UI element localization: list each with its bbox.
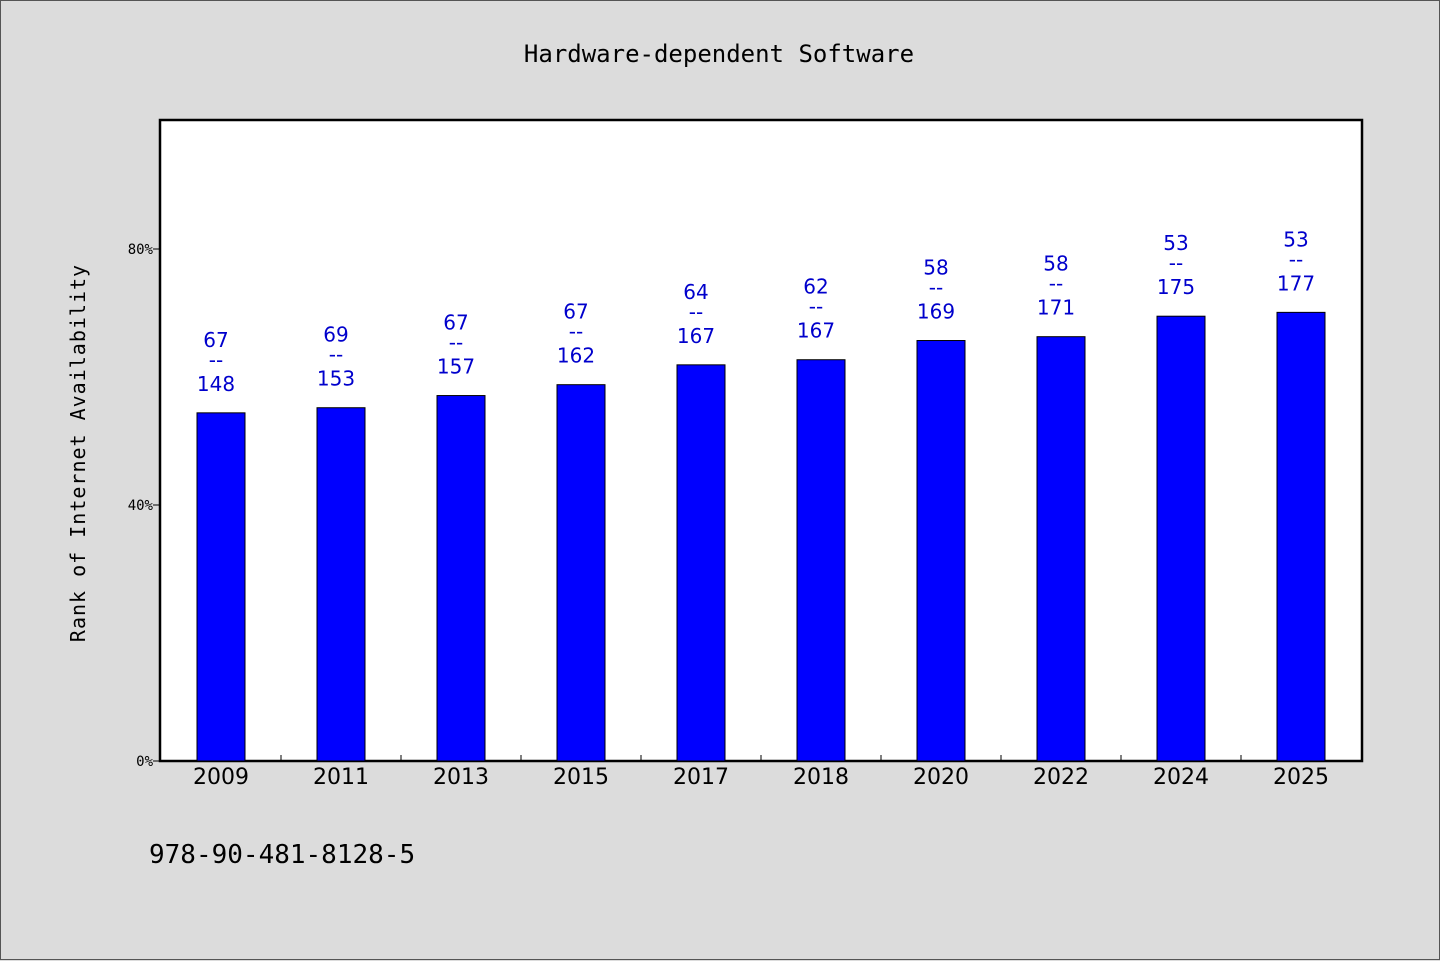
x-tick-label: 2009 bbox=[193, 765, 249, 790]
data-label-bottom: 157 bbox=[437, 355, 475, 379]
y-tick-label: 80% bbox=[128, 242, 154, 258]
data-label-separator: -- bbox=[209, 348, 223, 372]
data-label-bottom: 171 bbox=[1037, 296, 1075, 320]
data-label-separator: -- bbox=[569, 320, 583, 344]
data-label-bottom: 175 bbox=[1157, 275, 1195, 299]
x-tick-label: 2020 bbox=[913, 765, 969, 790]
data-label-separator: -- bbox=[689, 300, 703, 324]
data-label-bottom: 169 bbox=[917, 300, 955, 324]
data-label-bottom: 177 bbox=[1277, 271, 1315, 295]
bar-series bbox=[196, 311, 1326, 762]
x-tick-label: 2025 bbox=[1273, 765, 1329, 790]
y-tick-label: 40% bbox=[128, 498, 154, 514]
x-tick-label: 2015 bbox=[553, 765, 609, 790]
data-label-top: 62 bbox=[803, 275, 828, 299]
x-tick-label: 2018 bbox=[793, 765, 849, 790]
x-axis: 2009 2011 2013 2015 2017 2018 2020 2022 2024 2025 bbox=[193, 755, 1329, 790]
y-tick-label: 0% bbox=[136, 754, 153, 770]
bar bbox=[1156, 315, 1206, 762]
y-axis: 0% 40% 80% bbox=[128, 242, 161, 770]
data-label-separator: -- bbox=[1289, 247, 1303, 271]
x-tick-label: 2022 bbox=[1033, 765, 1089, 790]
data-label-bottom: 153 bbox=[317, 367, 355, 391]
data-label-top: 64 bbox=[683, 280, 708, 304]
data-label-top: 53 bbox=[1163, 231, 1188, 255]
bar bbox=[196, 412, 246, 762]
x-tick-label: 2017 bbox=[673, 765, 729, 790]
x-tick-label: 2011 bbox=[313, 765, 369, 790]
bar bbox=[316, 407, 366, 762]
data-label-separator: -- bbox=[449, 331, 463, 355]
x-tick-label: 2024 bbox=[1153, 765, 1209, 790]
bar bbox=[676, 364, 726, 762]
bar bbox=[916, 340, 966, 762]
data-label-separator: -- bbox=[929, 276, 943, 300]
bar bbox=[1036, 336, 1086, 762]
data-label-bottom: 148 bbox=[197, 372, 235, 396]
data-label-bottom: 167 bbox=[797, 319, 835, 343]
data-label-top: 67 bbox=[203, 328, 228, 352]
chart-title: Hardware-dependent Software bbox=[524, 40, 914, 68]
data-label-top: 58 bbox=[1043, 252, 1068, 276]
data-label-separator: -- bbox=[329, 343, 343, 367]
data-label-bottom: 162 bbox=[557, 344, 595, 368]
data-label-separator: -- bbox=[809, 295, 823, 319]
footer-isbn: 978-90-481-8128-5 bbox=[149, 840, 415, 870]
bar bbox=[556, 384, 606, 762]
x-tick-label: 2013 bbox=[433, 765, 489, 790]
data-label-top: 58 bbox=[923, 256, 948, 280]
bar bbox=[796, 359, 846, 762]
data-label-top: 67 bbox=[443, 311, 468, 335]
data-label-separator: -- bbox=[1049, 272, 1063, 296]
data-labels: 67--14869--15367--15767--16264--16762--1… bbox=[197, 227, 1315, 395]
data-label-top: 53 bbox=[1283, 227, 1308, 251]
bar bbox=[436, 395, 486, 762]
bar bbox=[1276, 311, 1326, 762]
data-label-top: 67 bbox=[563, 300, 588, 324]
y-axis-label: Rank of Internet Availability bbox=[66, 264, 90, 642]
data-label-bottom: 167 bbox=[677, 324, 715, 348]
data-label-top: 69 bbox=[323, 323, 348, 347]
data-label-separator: -- bbox=[1169, 251, 1183, 275]
